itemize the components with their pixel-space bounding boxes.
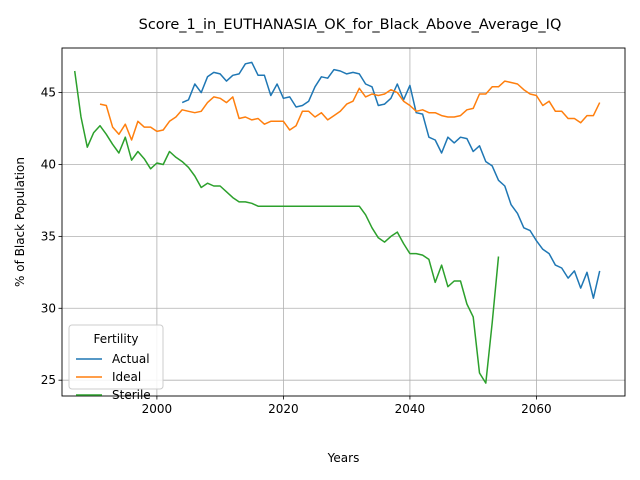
legend-title: Fertility [93, 332, 138, 346]
y-tick-label: 35 [41, 229, 56, 243]
chart-title: Score_1_in_EUTHANASIA_OK_for_Black_Above… [139, 17, 562, 33]
y-tick-label: 30 [41, 301, 56, 315]
y-tick-label: 25 [41, 373, 56, 387]
plot-frame [61, 47, 626, 397]
y-tick-label: 40 [41, 157, 56, 171]
x-tick-label: 2000 [142, 402, 173, 416]
axis-ticks: 2000 2020 2040 2060 25 30 35 40 45 [41, 86, 552, 416]
legend-box [68, 324, 164, 390]
x-tick-label: 2040 [395, 402, 426, 416]
y-tick-label: 45 [41, 86, 56, 100]
series-layer [73, 61, 601, 384]
series-line-sterile [73, 70, 500, 384]
legend-label-ideal: Ideal [112, 370, 141, 384]
x-axis-label: Years [327, 451, 360, 465]
legend-label-sterile: Sterile [112, 388, 151, 402]
x-tick-label: 2060 [521, 402, 552, 416]
legend-items: Actual Ideal Sterile [76, 352, 151, 402]
legend-label-actual: Actual [112, 352, 150, 366]
series-line-actual [181, 61, 601, 299]
legend: Fertility Actual Ideal Sterile [68, 324, 164, 402]
series-line-ideal [99, 80, 601, 141]
x-tick-label: 2020 [268, 402, 299, 416]
y-axis-label: % of Black Population [13, 157, 27, 287]
